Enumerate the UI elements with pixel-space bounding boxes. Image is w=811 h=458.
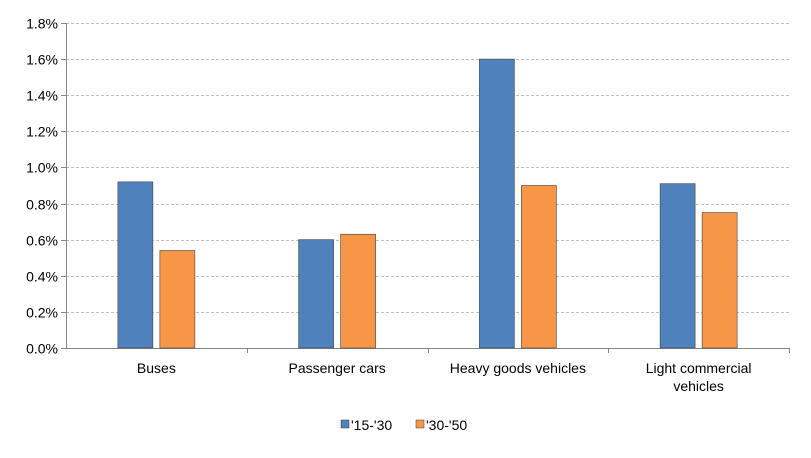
x-tick-label: Heavy goods vehicles [450,360,586,376]
y-tick-label: 1.8% [26,16,58,32]
bar-30-50-2 [521,185,557,349]
x-tick-label: Passenger cars [288,360,385,376]
x-tick-label-line: Heavy goods vehicles [450,360,586,376]
y-tick-label: 0.4% [26,269,58,285]
bar-30-50-3 [701,212,738,349]
x-tick-label-line: vehicles [673,378,724,394]
y-tick-label: 0.2% [26,305,58,321]
y-tick-label: 0.6% [26,233,58,249]
bar-15-30-3 [659,183,696,349]
legend-label: '30-'50 [426,417,467,433]
legend-swatch [340,419,350,429]
x-tick-label-line: Light commercial [646,360,752,376]
bar-30-50-1 [340,233,376,349]
bar-15-30-2 [479,58,515,349]
x-tick-label-line: Buses [137,360,176,376]
x-tick-label: Light commercial vehicles [646,360,752,394]
bar-15-30-0 [117,181,154,349]
bar-15-30-1 [298,239,334,349]
y-tick-label: 1.4% [26,88,58,104]
y-tick-label: 1.6% [26,52,58,68]
bar-30-50-0 [159,250,196,349]
y-tick-label: 0.0% [26,341,58,357]
x-tick-label-line: Passenger cars [288,360,385,376]
y-tick-label: 1.2% [26,124,58,140]
legend-label: '15-'30 [351,417,392,433]
legend-swatch [415,419,425,429]
y-tick-label: 1.0% [26,160,58,176]
y-tick-label: 0.8% [26,197,58,213]
x-tick-label: Buses [137,360,176,376]
